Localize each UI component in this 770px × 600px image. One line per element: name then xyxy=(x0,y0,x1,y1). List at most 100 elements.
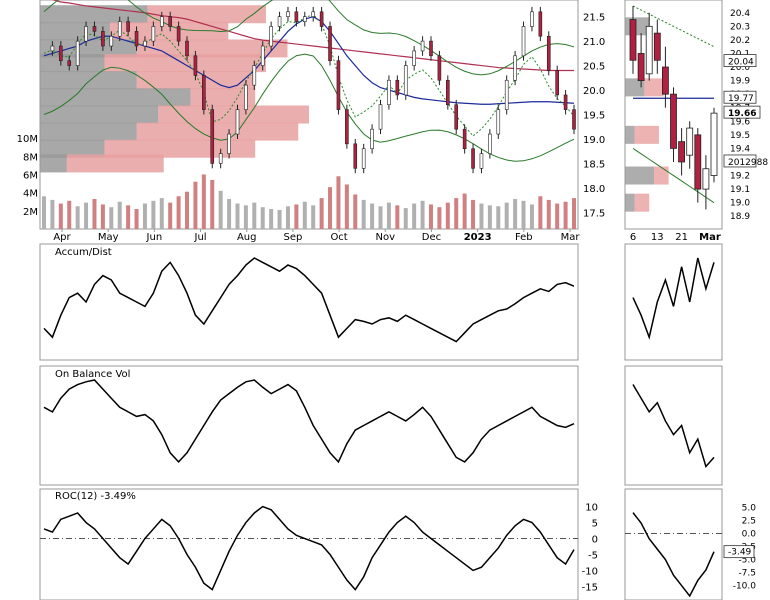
candle-body xyxy=(311,11,316,17)
candle-body xyxy=(134,31,139,47)
volume-bar xyxy=(403,208,408,229)
right-accum-line xyxy=(632,257,715,340)
volume-profile-red-bar xyxy=(136,122,299,141)
main-panel-frame xyxy=(39,488,579,600)
month-tick-label: Oct xyxy=(330,232,347,243)
candle-body xyxy=(75,40,80,66)
candle-body xyxy=(59,45,63,61)
candle-body xyxy=(437,55,442,81)
volume-bar xyxy=(454,198,459,229)
price-tick-label: 18.5 xyxy=(583,159,605,170)
right-price-tick-label: 19.0 xyxy=(730,199,750,209)
right-candle-body xyxy=(645,25,653,75)
ma-value-badge: 20.04 xyxy=(728,58,754,68)
candle-body xyxy=(412,50,416,66)
volume-bar xyxy=(479,203,484,229)
recent-period-panel: 20.420.320.220.120.019.919.819.719.619.5… xyxy=(625,5,768,598)
month-tick-label: 2023 xyxy=(464,232,492,243)
ma-value-badge-box xyxy=(723,54,757,68)
right-volume-profile-red xyxy=(634,125,659,144)
candle-body xyxy=(546,35,551,71)
volume-profile-gray-bar xyxy=(40,71,137,90)
volume-value-badge: 2012988 xyxy=(728,158,768,168)
candle-body xyxy=(202,75,206,110)
roc-line xyxy=(43,505,575,591)
last-price-badge: 19.66 xyxy=(728,109,756,119)
candle-body xyxy=(294,11,299,22)
candle-body xyxy=(370,128,374,150)
right-candle-body xyxy=(637,53,645,81)
price-tick-label: 19.5 xyxy=(583,111,605,122)
price-tick-label: 20.5 xyxy=(583,62,605,73)
volume-bar xyxy=(285,206,290,229)
volume-bar xyxy=(269,209,274,229)
right-lower-band xyxy=(632,147,715,204)
candle-body xyxy=(168,16,172,27)
candle-body xyxy=(563,94,568,110)
volume-bar xyxy=(277,209,282,229)
roc-tick-label: -10 xyxy=(582,566,598,577)
price-tick-label: 18.0 xyxy=(583,184,605,195)
roc-badge-box xyxy=(723,545,755,559)
volume-bar xyxy=(294,204,299,229)
price-tick-label: 21.0 xyxy=(583,37,605,48)
roc-tick-label: 0 xyxy=(592,535,598,546)
volume-bar xyxy=(319,198,324,229)
volume-bar xyxy=(487,205,492,229)
month-tick-label: Nov xyxy=(376,232,396,243)
candle-body xyxy=(277,16,282,27)
volume-bar xyxy=(311,205,316,229)
volume-bar xyxy=(126,205,131,229)
short-ma-line xyxy=(43,13,575,137)
right-volume-profile-gray xyxy=(625,125,635,144)
volume-profile-gray-bar xyxy=(40,139,105,158)
main-panel-frame xyxy=(39,243,579,361)
candle-body xyxy=(126,21,130,32)
volume-tick-label: 2M xyxy=(23,207,38,218)
volume-bar xyxy=(151,200,156,229)
volume-bar xyxy=(109,207,114,229)
right-volume-profile-gray xyxy=(625,78,645,97)
candle-body xyxy=(530,11,534,27)
right-price-tick-label: 19.9 xyxy=(730,77,750,87)
candle-body xyxy=(378,104,383,130)
right-roc-tick-label: -10.0 xyxy=(733,582,757,592)
volume-bar xyxy=(75,206,80,229)
volume-bar xyxy=(395,205,400,229)
volume-bar xyxy=(336,176,341,229)
right-price-tick-label: 19.4 xyxy=(730,144,750,154)
month-tick-label: Jul xyxy=(194,232,207,243)
right-price-tick-label: 20.0 xyxy=(730,63,750,73)
candle-body xyxy=(176,26,181,42)
ma-long-line xyxy=(51,0,574,72)
right-candle-body xyxy=(662,66,669,95)
candle-body xyxy=(353,143,358,169)
volume-profile-gray-bar xyxy=(40,122,137,141)
volume-bar xyxy=(572,198,576,229)
candle-body xyxy=(429,40,433,57)
candle-body xyxy=(143,40,147,47)
candle-body xyxy=(538,11,543,37)
volume-profile-gray-bar xyxy=(40,5,148,24)
volume-profile-red-bar xyxy=(147,5,266,24)
right-roc-tick-label: -5.0 xyxy=(738,556,756,566)
accum-dist-line xyxy=(43,257,575,343)
right-volume-profile-red xyxy=(634,193,650,212)
volume-bar xyxy=(50,199,55,229)
candle-body xyxy=(513,55,517,81)
right-candle-body xyxy=(678,141,685,163)
volume-tick-label: 6M xyxy=(23,170,38,181)
volume-profile-gray-bar xyxy=(40,54,105,73)
candle-body xyxy=(151,26,156,42)
accum-dist-panel: Accum/Dist xyxy=(43,247,575,343)
right-roc-tick-label: 2.5 xyxy=(742,516,756,526)
volume-bar xyxy=(235,203,240,229)
accum-dist-label: Accum/Dist xyxy=(55,247,112,258)
right-volume-profile-gray xyxy=(625,166,655,185)
roc-badge: -3.49 xyxy=(728,548,752,558)
candle-body xyxy=(521,26,526,57)
volume-bar xyxy=(260,207,265,229)
candle-body xyxy=(345,109,349,145)
month-tick-label: Aug xyxy=(237,232,257,243)
upper-band-line xyxy=(43,0,575,76)
